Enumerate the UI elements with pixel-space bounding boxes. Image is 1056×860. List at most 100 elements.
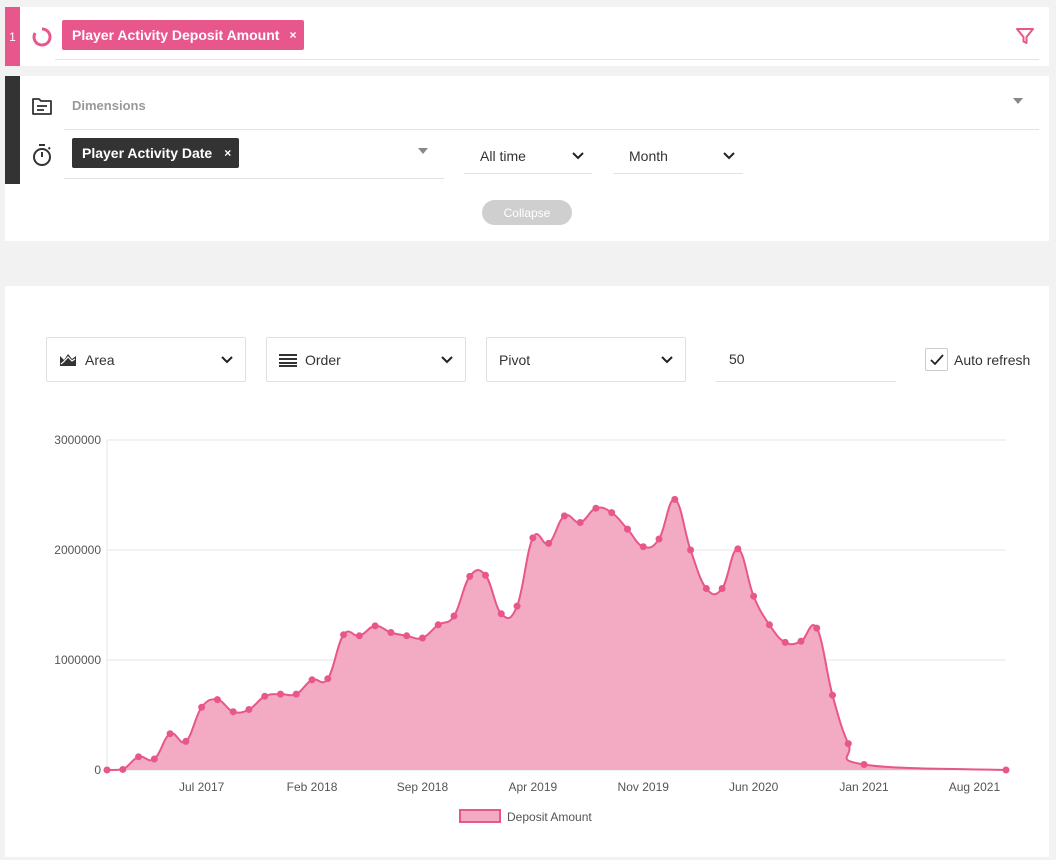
data-point — [135, 753, 143, 761]
data-point — [655, 535, 663, 543]
data-point — [844, 740, 852, 748]
data-point — [687, 546, 695, 554]
dimensions-divider — [64, 129, 1039, 130]
data-point — [781, 638, 789, 646]
data-point — [860, 761, 868, 768]
data-point — [418, 634, 426, 642]
y-tick-label: 2000000 — [54, 543, 101, 557]
data-point — [608, 509, 616, 517]
data-point — [592, 504, 600, 512]
measure-chip-label: Player Activity Deposit Amount — [72, 27, 280, 43]
data-point — [245, 706, 253, 713]
remove-measure-icon[interactable]: × — [289, 28, 297, 42]
data-point — [734, 545, 742, 553]
dimensions-caret-icon[interactable] — [1013, 98, 1023, 104]
data-point — [466, 572, 474, 580]
data-point — [1002, 766, 1010, 774]
data-point — [261, 692, 269, 700]
measure-ring-icon — [32, 27, 52, 47]
chevron-down-icon — [221, 355, 233, 363]
data-point — [639, 543, 647, 551]
lines-icon — [279, 353, 297, 367]
time-dimension-divider — [64, 178, 444, 179]
auto-refresh-checkbox[interactable] — [925, 348, 948, 371]
measure-panel: 1 Player Activity Deposit Amount × — [5, 7, 1049, 66]
measure-divider — [55, 59, 1039, 60]
chart-type-value: Area — [85, 351, 115, 368]
data-point — [482, 571, 490, 579]
data-point — [450, 612, 458, 620]
pivot-select[interactable]: Pivot — [486, 337, 686, 382]
x-tick-label: Feb 2018 — [287, 780, 338, 794]
data-point — [103, 766, 111, 774]
data-point — [671, 495, 679, 503]
data-point — [513, 602, 521, 610]
data-point — [150, 755, 158, 763]
data-point — [371, 622, 379, 630]
date-range-select[interactable]: All time — [464, 138, 592, 174]
area-fill — [107, 499, 1006, 770]
y-tick-label: 3000000 — [54, 433, 101, 447]
data-point — [623, 525, 631, 533]
granularity-select[interactable]: Month — [613, 138, 743, 174]
data-point — [750, 592, 758, 600]
pivot-label: Pivot — [499, 351, 531, 368]
data-point — [340, 631, 348, 639]
legend-label: Deposit Amount — [507, 810, 592, 824]
remove-time-dimension-icon[interactable]: × — [224, 146, 232, 160]
data-point — [198, 703, 206, 711]
y-tick-label: 1000000 — [54, 653, 101, 667]
data-point — [276, 690, 284, 698]
data-point — [545, 539, 553, 547]
y-tick-label: 0 — [94, 763, 101, 777]
x-tick-label: Aug 2021 — [949, 780, 1001, 794]
area-chart-icon — [60, 353, 76, 366]
x-tick-label: Jul 2017 — [179, 780, 225, 794]
limit-input[interactable] — [716, 337, 896, 382]
date-range-value: All time — [480, 147, 526, 164]
time-dimension-label: Player Activity Date — [82, 145, 213, 161]
stopwatch-icon — [33, 144, 51, 166]
x-tick-label: Jun 2020 — [729, 780, 779, 794]
data-point — [813, 624, 821, 632]
chevron-down-icon — [572, 151, 584, 159]
data-point — [229, 708, 237, 716]
time-dimension-caret-icon[interactable] — [418, 148, 428, 154]
x-tick-label: Sep 2018 — [397, 780, 449, 794]
dimensions-accent-bar — [5, 76, 20, 184]
data-point — [403, 632, 411, 640]
order-select[interactable]: Order — [266, 337, 466, 382]
data-point — [387, 629, 395, 636]
data-point — [497, 610, 505, 618]
data-point — [434, 621, 442, 629]
data-point — [576, 519, 584, 526]
x-tick-label: Jan 2021 — [839, 780, 889, 794]
data-point — [718, 585, 726, 592]
auto-refresh-label: Auto refresh — [954, 351, 1031, 368]
measure-chip[interactable]: Player Activity Deposit Amount × — [62, 20, 305, 50]
data-point — [797, 637, 805, 645]
legend-swatch — [459, 809, 501, 823]
data-point — [119, 765, 127, 773]
area-chart: 0 1000000 2000000 3000000 Jul 2017 Feb 2018 Se… — [54, 433, 1010, 824]
time-dimension-chip[interactable]: Player Activity Date × — [72, 138, 240, 168]
x-tick-label: Nov 2019 — [618, 780, 670, 794]
chevron-down-icon — [723, 151, 735, 159]
data-point — [324, 675, 332, 683]
data-point — [182, 737, 190, 745]
order-label: Order — [305, 351, 341, 368]
auto-refresh-toggle[interactable]: Auto refresh — [925, 348, 1030, 371]
filter-icon[interactable] — [1015, 26, 1035, 46]
data-point — [355, 632, 363, 640]
granularity-value: Month — [629, 147, 668, 164]
measure-index-badge: 1 — [5, 7, 20, 66]
chart-type-select[interactable]: Area — [46, 337, 246, 382]
data-point — [213, 696, 221, 704]
dimensions-list-icon — [32, 98, 52, 115]
chart-panel: Area Order Pivot Auto refresh 0 1000000 20… — [5, 286, 1049, 857]
data-point — [702, 585, 710, 592]
data-point — [292, 690, 300, 698]
dimensions-selector[interactable]: Dimensions — [72, 98, 146, 113]
chevron-down-icon — [441, 355, 453, 363]
collapse-button[interactable]: Collapse — [482, 200, 572, 225]
